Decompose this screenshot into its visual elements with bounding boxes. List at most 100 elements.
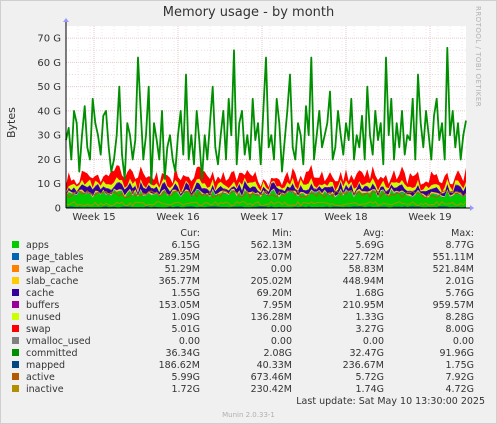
legend-row-buffers: buffers 153.05M 7.95M 210.95M 959.57M [12, 300, 474, 312]
legend-row-vmalloc-used: vmalloc_used 0.00 0.00 0.00 0.00 [12, 336, 474, 348]
legend-row-mapped: mapped 186.62M 40.33M 236.67M 1.75G [12, 360, 474, 372]
legend-max: 5.76G [445, 288, 474, 299]
legend-row-slab-cache: slab_cache 365.77M 205.02M 448.94M 2.01G [12, 276, 474, 288]
legend-cur: 153.05M [158, 300, 200, 311]
legend-avg: 5.72G [355, 372, 384, 383]
legend-avg: 58.83M [348, 264, 384, 275]
legend-cur: 51.29M [164, 264, 200, 275]
legend-swatch [12, 325, 19, 332]
legend-cur: 1.09G [171, 312, 200, 323]
legend-max: 521.84M [432, 264, 474, 275]
legend-row-apps: apps 6.15G 562.13M 5.69G 8.77G [12, 240, 474, 252]
legend-swatch [12, 313, 19, 320]
header-max: Max: [451, 228, 474, 239]
legend-name: active [26, 372, 55, 383]
legend-min: 23.07M [256, 252, 292, 263]
legend-row-inactive: inactive 1.72G 230.42M 1.74G 4.72G [12, 384, 474, 396]
legend-name: swap [26, 324, 51, 335]
legend-swatch [12, 337, 19, 344]
legend-swatch [12, 265, 19, 272]
legend-row-active: active 5.99G 673.46M 5.72G 7.92G [12, 372, 474, 384]
legend-swatch [12, 349, 19, 356]
legend-header-row: Cur: Min: Avg: Max: [12, 228, 474, 240]
header-min: Min: [271, 228, 292, 239]
legend-swatch [12, 385, 19, 392]
legend-swatch [12, 241, 19, 248]
legend-row-committed: committed 36.34G 2.08G 32.47G 91.96G [12, 348, 474, 360]
line-active [65, 189, 467, 199]
x-axis-arrow [470, 205, 474, 211]
legend-avg: 1.68G [355, 288, 384, 299]
legend-avg: 227.72M [342, 252, 384, 263]
legend-avg: 1.33G [355, 312, 384, 323]
legend-min: 562.13M [250, 240, 292, 251]
committed-line [65, 46, 467, 209]
legend-swatch [12, 253, 19, 260]
legend-row-cache: cache 1.55G 69.20M 1.68G 5.76G [12, 288, 474, 300]
legend-avg: 32.47G [349, 348, 384, 359]
axes: 0 10 G 20 G 30 G 40 G 50 G 60 G 70 G Week 15 Week… [37, 18, 474, 223]
area-swap [66, 164, 466, 193]
y-tick-label: 10 G [37, 179, 61, 190]
y-tick-label: 30 G [37, 131, 61, 142]
legend-name: unused [26, 312, 61, 323]
legend-max: 959.57M [432, 300, 474, 311]
legend-avg: 210.95M [342, 300, 384, 311]
legend-cur: 1.72G [171, 384, 200, 395]
legend-max: 0.00 [452, 336, 474, 347]
legend-min: 0.00 [270, 336, 292, 347]
legend-cur: 0.00 [178, 336, 200, 347]
memory-chart: 0 10 G 20 G 30 G 40 G 50 G 60 G 70 G Week 15 Week… [37, 18, 474, 223]
y-axis-arrow [63, 18, 69, 22]
header-avg: Avg: [363, 228, 384, 239]
line-committed [65, 46, 467, 185]
legend-swatch [12, 301, 19, 308]
legend-cur: 365.77M [158, 276, 200, 287]
area-cache [66, 181, 466, 197]
legend-max: 8.00G [445, 324, 474, 335]
header-cur: Cur: [180, 228, 200, 239]
legend-name: slab_cache [26, 276, 79, 287]
legend-cur: 6.15G [171, 240, 200, 251]
legend-name: mapped [26, 360, 66, 371]
legend-name: page_tables [26, 252, 84, 263]
x-tick-label: Week 16 [156, 212, 199, 223]
legend-row-page-tables: page_tables 289.35M 23.07M 227.72M 551.11M [12, 252, 474, 264]
legend-min: 40.33M [256, 360, 292, 371]
last-update: Last update: Sat May 10 13:30:00 2025 [296, 396, 485, 407]
legend-row-swap-cache: swap_cache 51.29M 0.00 58.83M 521.84M [12, 264, 474, 276]
legend-name: inactive [26, 384, 64, 395]
x-tick-label: Week 19 [408, 212, 451, 223]
legend-avg: 236.67M [342, 360, 384, 371]
legend-max: 8.77G [445, 240, 474, 251]
y-tick-label: 60 G [37, 58, 61, 69]
legend-max: 8.28G [445, 312, 474, 323]
y-tick-label: 0 [55, 204, 61, 215]
legend-min: 230.42M [250, 384, 292, 395]
legend-name: committed [26, 348, 78, 359]
legend-min: 673.46M [250, 372, 292, 383]
legend-cur: 186.62M [158, 360, 200, 371]
legend-min: 136.28M [250, 312, 292, 323]
line-inactive [65, 200, 467, 207]
legend-swatch [12, 289, 19, 296]
legend-min: 205.02M [250, 276, 292, 287]
legend-avg: 5.69G [355, 240, 384, 251]
legend-swatch [12, 361, 19, 368]
legend-name: swap_cache [26, 264, 84, 275]
y-tick-label: 70 G [37, 34, 61, 45]
legend-row-swap: swap 5.01G 0.00 3.27G 8.00G [12, 324, 474, 336]
legend-cur: 5.99G [171, 372, 200, 383]
legend-avg: 3.27G [355, 324, 384, 335]
legend-avg: 1.74G [355, 384, 384, 395]
legend-cur: 289.35M [158, 252, 200, 263]
legend-table: Cur: Min: Avg: Max: apps 6.15G 562.13M 5.69… [12, 228, 474, 396]
legend-max: 2.01G [445, 276, 474, 287]
legend-name: apps [26, 240, 49, 251]
legend-max: 1.75G [445, 360, 474, 371]
legend-min: 7.95M [262, 300, 292, 311]
y-tick-label: 40 G [37, 106, 61, 117]
legend-cur: 5.01G [171, 324, 200, 335]
x-tick-label: Week 17 [240, 212, 283, 223]
legend-swatch [12, 373, 19, 380]
